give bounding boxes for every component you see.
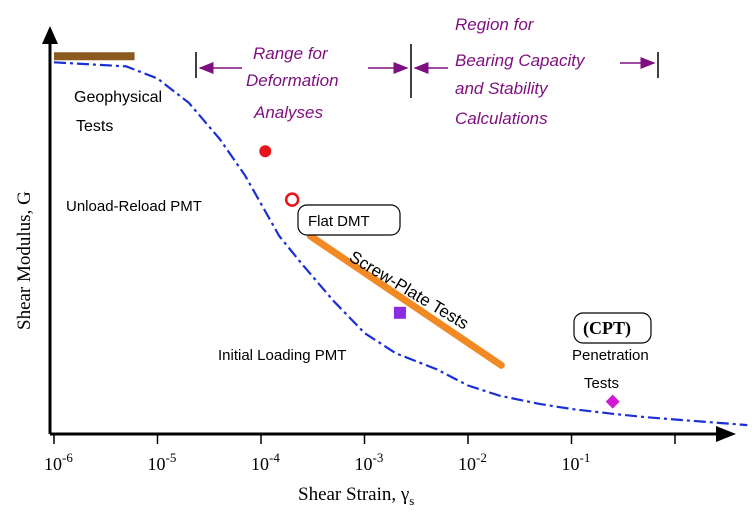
cpt-label: (CPT) <box>583 318 631 339</box>
range-indicators: Range for Deformation Analyses Region fo… <box>195 15 659 128</box>
flat-dmt-marker <box>284 192 300 207</box>
y-axis-arrow <box>42 26 58 44</box>
x-tick-label: 10-3 <box>355 450 384 474</box>
x-tick-label: 10-2 <box>458 450 487 474</box>
penetration-label-line1: Penetration <box>572 347 649 364</box>
y-axis-label: Shear Modulus, G <box>14 191 35 330</box>
range1-label-line1: Range for <box>253 44 329 63</box>
x-axis-arrow <box>716 426 736 442</box>
unload-reload-label: Unload-Reload PMT <box>66 198 202 215</box>
x-tick-label: 10-4 <box>251 450 280 474</box>
x-tick-label: 10-1 <box>562 450 591 474</box>
cpt-box <box>573 312 652 344</box>
flat-dmt-label: Flat DMT <box>308 213 370 230</box>
screw-plate-label: Screw-Plate Tests <box>346 247 472 333</box>
x-tick-labels: 10-6 10-5 10-4 10-3 10-2 10-1 <box>44 450 590 474</box>
range2-label-line1: Region for <box>455 15 535 34</box>
range2-label-line3: and Stability <box>455 79 549 98</box>
flat-dmt-box <box>297 204 401 236</box>
screw-plate-band <box>306 232 505 369</box>
x-axis-label-subscript: s <box>409 493 414 508</box>
range2-label-line2: Bearing Capacity <box>455 51 586 70</box>
initial-loading-pmt-marker <box>393 306 406 319</box>
penetration-tests-marker <box>605 394 620 409</box>
x-ticks <box>53 434 676 444</box>
initial-loading-label: Initial Loading PMT <box>218 347 346 364</box>
geophysical-label-line2: Tests <box>76 118 113 135</box>
penetration-label-line2: Tests <box>584 375 619 392</box>
geophysical-label-line1: Geophysical <box>74 89 162 106</box>
unload-reload-pmt-marker <box>259 145 272 158</box>
x-tick-label: 10-6 <box>44 450 73 474</box>
x-tick-label: 10-5 <box>148 450 177 474</box>
test-markers <box>54 52 620 409</box>
screw-plate-tests-marker <box>306 232 505 369</box>
range2-label-line4: Calculations <box>455 109 548 128</box>
range1-label-line2: Deformation <box>246 71 339 90</box>
x-axis-label: Shear Strain, γs <box>298 484 414 508</box>
axes <box>42 26 736 442</box>
x-axis-label-text: Shear Strain, γ <box>298 484 409 505</box>
range1-label-line3: Analyses <box>253 103 323 122</box>
modulus-reduction-curve <box>53 61 748 427</box>
